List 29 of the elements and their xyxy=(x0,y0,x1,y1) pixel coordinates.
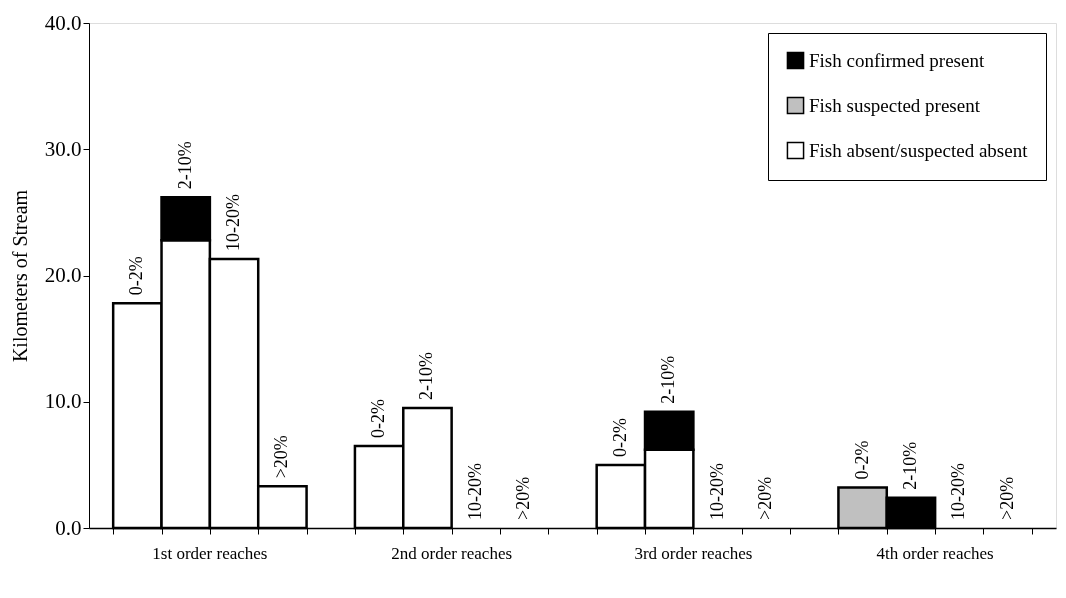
x-tick-label: 10-20% xyxy=(223,194,244,252)
text: 4th order reaches xyxy=(876,544,994,563)
y-tick-label: 0.0 xyxy=(55,515,82,540)
x-tick-label: 2-10% xyxy=(899,441,920,490)
x-tick-label: 2-10% xyxy=(658,355,679,404)
y-axis-title: Kilometers of Stream xyxy=(8,189,31,363)
legend-label: Fish confirmed present xyxy=(809,49,985,71)
x-tick-label: 0-2% xyxy=(126,256,147,296)
text: 3rd order reaches xyxy=(634,544,753,563)
x-tick-label: 10-20% xyxy=(948,463,969,520)
y-tick-label: 20.0 xyxy=(44,263,82,287)
x-tick-label: 0-2% xyxy=(368,398,389,438)
x-tick-label: 2-10% xyxy=(174,141,195,190)
y-tick-label: 30.0 xyxy=(44,136,82,161)
legend-label: Fish suspected present xyxy=(809,94,981,116)
x-tick-label: >20% xyxy=(271,435,292,479)
y-tick-label: 40.0 xyxy=(44,10,82,35)
x-tick-label: 10-20% xyxy=(464,463,485,520)
x-tick-label: >20% xyxy=(754,476,775,520)
x-tick-label: 0-2% xyxy=(609,417,630,457)
x-tick-label: 2-10% xyxy=(416,352,437,401)
x-tick-label: >20% xyxy=(996,476,1017,520)
x-tick-label: 10-20% xyxy=(706,463,727,520)
legend-label: Fish absent/suspected absent xyxy=(809,139,1029,161)
text: 2nd order reaches xyxy=(391,544,513,563)
x-tick-label: >20% xyxy=(513,476,534,520)
text: 1st order reaches xyxy=(152,544,268,563)
y-tick-label: 10.0 xyxy=(44,389,82,414)
x-tick-label: 0-2% xyxy=(851,440,872,480)
